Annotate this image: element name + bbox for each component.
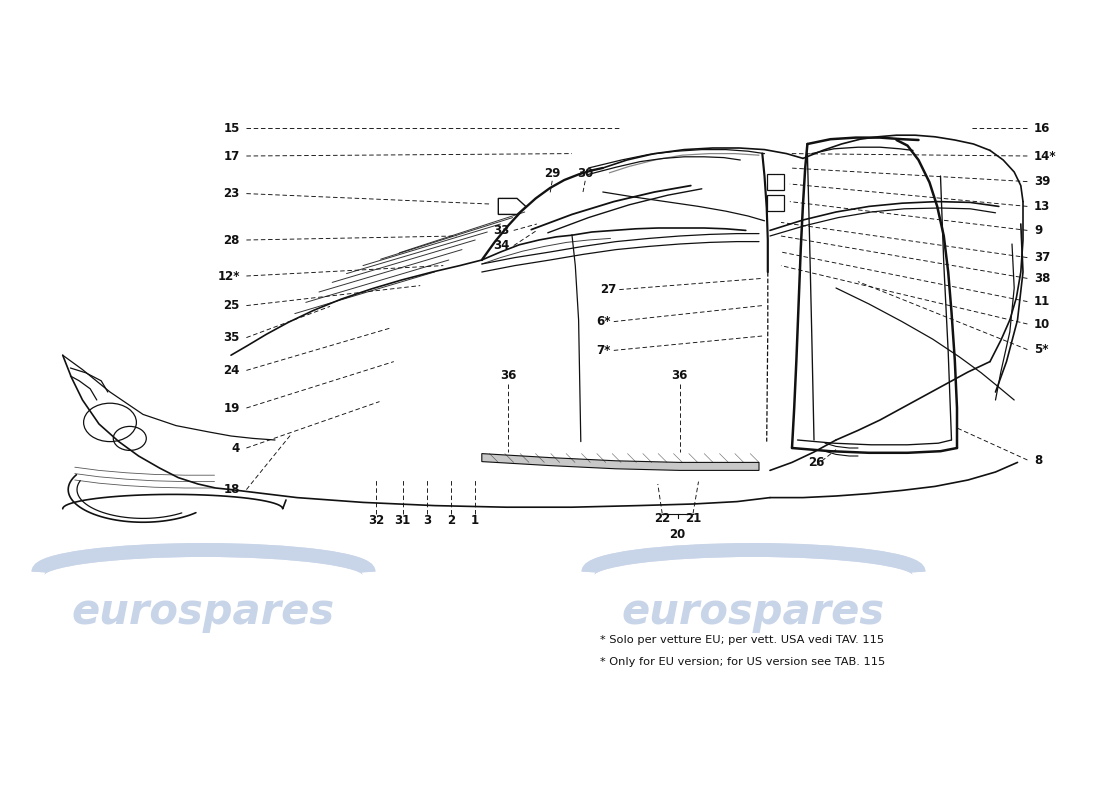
- Text: 4: 4: [232, 442, 240, 454]
- Text: 1: 1: [471, 514, 480, 526]
- Text: 9: 9: [1034, 224, 1043, 237]
- Text: 14*: 14*: [1034, 150, 1057, 162]
- Bar: [767, 174, 784, 190]
- Text: 5*: 5*: [1034, 343, 1048, 356]
- Text: 12*: 12*: [218, 270, 240, 282]
- Text: 36: 36: [500, 370, 516, 382]
- Text: 35: 35: [223, 331, 240, 344]
- Text: 16: 16: [1034, 122, 1050, 134]
- Text: 28: 28: [223, 234, 240, 246]
- Text: 8: 8: [1034, 454, 1043, 466]
- Text: 30: 30: [578, 167, 593, 180]
- Text: 34: 34: [493, 239, 509, 252]
- Text: 26: 26: [808, 456, 824, 469]
- Text: 24: 24: [223, 364, 240, 377]
- Text: 29: 29: [544, 167, 560, 180]
- Text: 18: 18: [223, 483, 240, 496]
- Text: 37: 37: [1034, 251, 1050, 264]
- Text: 39: 39: [1034, 175, 1050, 188]
- Text: 31: 31: [395, 514, 410, 526]
- Text: 6*: 6*: [596, 315, 611, 328]
- Text: 33: 33: [493, 224, 509, 237]
- Text: 3: 3: [422, 514, 431, 526]
- Bar: [767, 195, 784, 211]
- Text: 25: 25: [223, 299, 240, 312]
- Text: 7*: 7*: [596, 344, 611, 357]
- Polygon shape: [498, 198, 526, 214]
- Polygon shape: [482, 454, 759, 470]
- Text: 11: 11: [1034, 295, 1050, 308]
- Text: 13: 13: [1034, 200, 1050, 213]
- Text: eurospares: eurospares: [621, 591, 886, 633]
- Text: 2: 2: [447, 514, 455, 526]
- Text: 10: 10: [1034, 318, 1050, 330]
- Text: 19: 19: [223, 402, 240, 414]
- Text: * Solo per vetture EU; per vett. USA vedi TAV. 115: * Solo per vetture EU; per vett. USA ved…: [600, 635, 883, 645]
- Text: 27: 27: [600, 283, 616, 296]
- Text: 23: 23: [223, 187, 240, 200]
- Text: 36: 36: [672, 370, 688, 382]
- Text: 21: 21: [685, 512, 701, 525]
- Text: 15: 15: [223, 122, 240, 134]
- Text: 38: 38: [1034, 272, 1050, 285]
- Text: 17: 17: [223, 150, 240, 162]
- Text: 20: 20: [670, 528, 685, 541]
- Text: * Only for EU version; for US version see TAB. 115: * Only for EU version; for US version se…: [600, 658, 884, 667]
- Text: 22: 22: [654, 512, 670, 525]
- Text: 32: 32: [368, 514, 384, 526]
- Text: eurospares: eurospares: [72, 591, 336, 633]
